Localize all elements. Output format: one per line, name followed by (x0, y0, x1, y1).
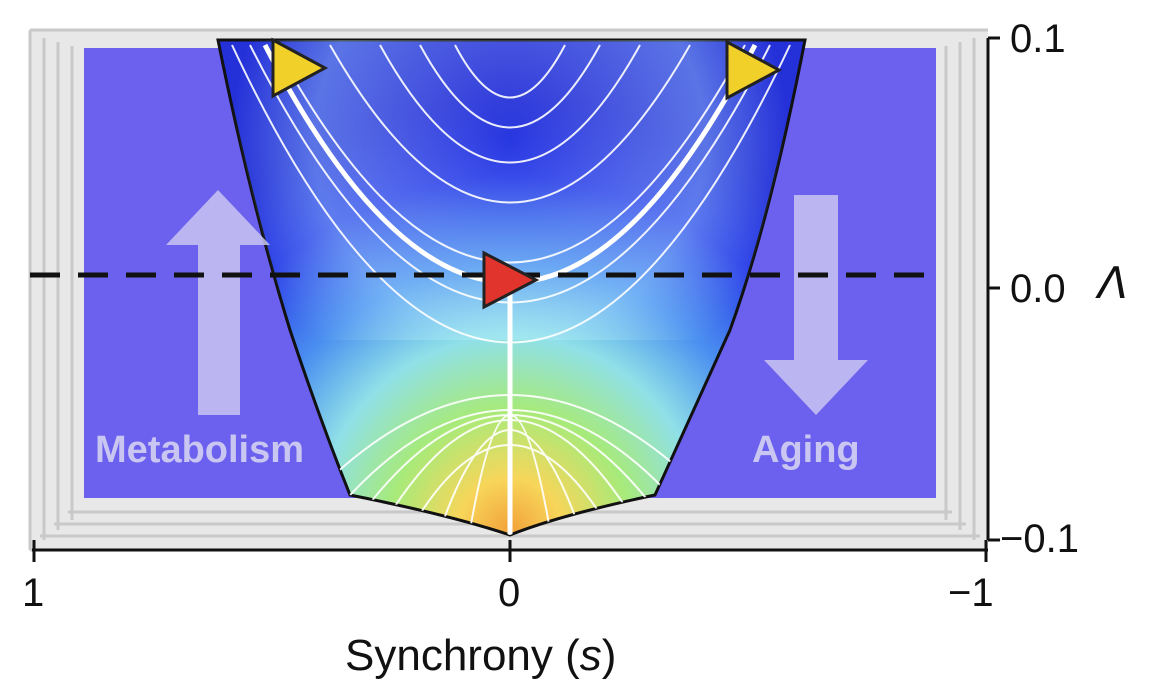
y-axis-title: Λ (1095, 258, 1128, 309)
y-tick-0.1: 0.1 (1010, 17, 1066, 61)
metabolism-arrow (166, 190, 270, 415)
x-tick-minus-1: −1 (948, 571, 994, 615)
metabolism-label: Metabolism (95, 429, 304, 471)
yellow-triangle-left (271, 37, 329, 99)
red-triangle-center (482, 250, 540, 310)
x-axis-title: Synchrony (s) (345, 631, 616, 680)
x-tick-0: 0 (498, 571, 520, 615)
y-tick-0.0: 0.0 (1010, 267, 1066, 311)
yellow-triangle-right (725, 39, 783, 101)
aging-label: Aging (752, 429, 860, 471)
y-tick-minus-0.1: −0.1 (1000, 517, 1079, 561)
x-tick-1: 1 (22, 571, 44, 615)
aging-arrow (764, 195, 868, 415)
x-axis (32, 540, 988, 562)
y-axis (986, 36, 1000, 542)
